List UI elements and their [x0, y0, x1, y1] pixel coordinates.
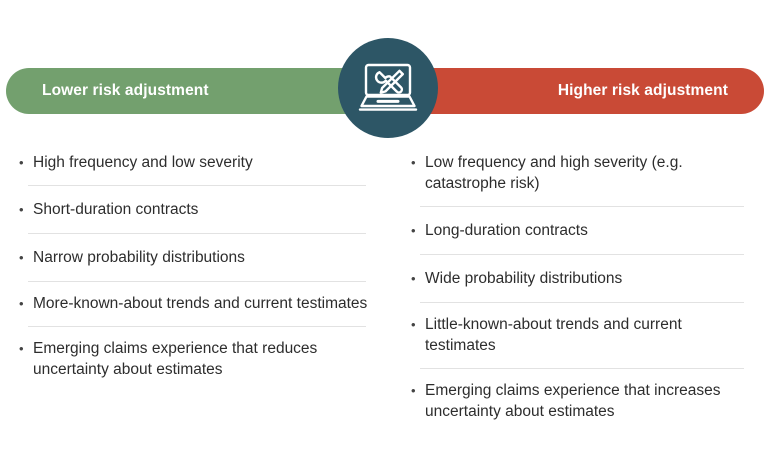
- center-badge: [338, 38, 438, 138]
- laptop-with-tools-icon: [358, 61, 418, 115]
- higher-risk-label: Higher risk adjustment: [557, 82, 728, 99]
- higher-risk-item-0: Low frequency and high severity (e.g. ca…: [410, 152, 752, 194]
- list-item: Emerging claims experience that increase…: [410, 369, 752, 434]
- list-divider: [420, 368, 744, 369]
- lower-risk-banner: Lower risk adjustment: [6, 68, 382, 114]
- list-divider: [28, 281, 366, 282]
- comparison-columns: High frequency and low severity Short-du…: [0, 141, 770, 441]
- list-item: High frequency and low severity: [18, 141, 374, 185]
- lower-risk-item-3: More-known-about trends and current test…: [18, 293, 374, 314]
- list-divider: [28, 185, 366, 186]
- higher-risk-column: Low frequency and high severity (e.g. ca…: [392, 141, 770, 441]
- lower-risk-item-0: High frequency and low severity: [18, 152, 374, 173]
- lower-risk-column: High frequency and low severity Short-du…: [0, 141, 392, 441]
- higher-risk-item-4: Emerging claims experience that increase…: [410, 380, 752, 422]
- list-divider: [420, 206, 744, 207]
- list-item: Wide probability distributions: [410, 255, 752, 302]
- list-item: Emerging claims experience that reduces …: [18, 327, 374, 392]
- lower-risk-item-4: Emerging claims experience that reduces …: [18, 338, 374, 380]
- higher-risk-item-3: Little-known-about trends and current te…: [410, 314, 752, 356]
- list-item: Long-duration contracts: [410, 207, 752, 254]
- list-divider: [420, 302, 744, 303]
- list-item: More-known-about trends and current test…: [18, 282, 374, 326]
- list-item: Little-known-about trends and current te…: [410, 303, 752, 368]
- lower-risk-item-1: Short-duration contracts: [18, 199, 374, 220]
- higher-risk-item-1: Long-duration contracts: [410, 220, 752, 241]
- higher-risk-banner: Higher risk adjustment: [390, 68, 764, 114]
- higher-risk-item-2: Wide probability distributions: [410, 268, 752, 289]
- lower-risk-item-2: Narrow probability distributions: [18, 247, 374, 268]
- list-item: Short-duration contracts: [18, 186, 374, 233]
- header-band: Lower risk adjustment Higher risk adjust…: [0, 68, 770, 114]
- list-item: Low frequency and high severity (e.g. ca…: [410, 141, 752, 206]
- list-item: Narrow probability distributions: [18, 234, 374, 281]
- list-divider: [420, 254, 744, 255]
- lower-risk-label: Lower risk adjustment: [42, 82, 209, 99]
- list-divider: [28, 233, 366, 234]
- list-divider: [28, 326, 366, 327]
